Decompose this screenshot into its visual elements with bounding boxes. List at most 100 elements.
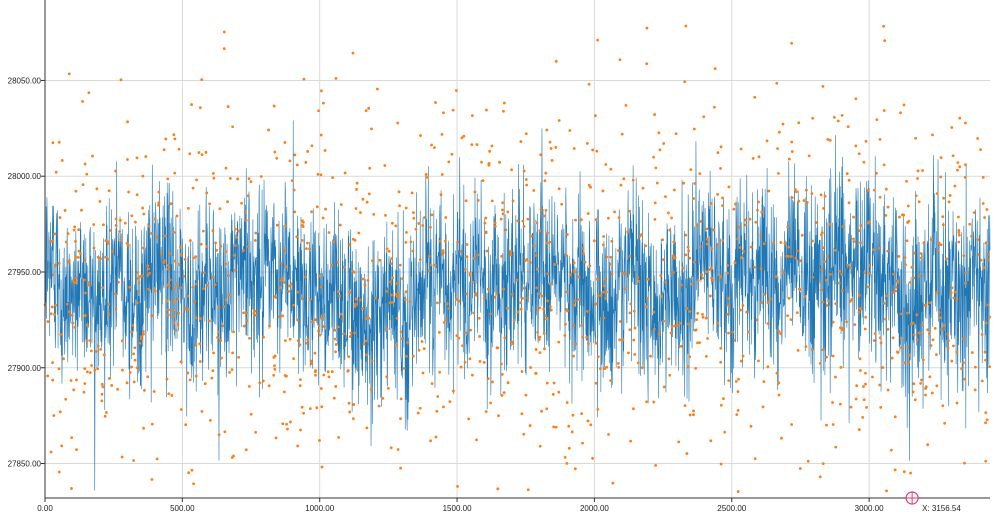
scatter-point [727,304,731,308]
x-tick-label: 2000.00 [580,504,609,513]
scatter-point [852,237,855,241]
cursor[interactable]: X: 3156.54 [905,491,961,513]
scatter-point [206,284,210,287]
scatter-point [694,367,698,370]
scatter-point [964,121,967,125]
scatter-point [304,161,308,164]
scatter-point [745,310,749,314]
scatter-point [370,127,373,131]
scatter-point [613,210,616,214]
scatter-point [719,274,723,278]
scatter-point [976,253,980,256]
scatter-point [794,256,798,260]
scatter-point [234,227,237,231]
scatter-point [749,424,753,428]
scatter-point [65,302,69,306]
scatter-point [245,319,249,322]
scatter-point [244,311,248,315]
scatter-point [436,301,439,305]
scatter-point [681,266,685,270]
scatter-point [545,128,549,132]
scatter-point [618,338,622,342]
scatter-point [369,387,373,391]
scatter-point [242,311,246,315]
scatter-point [917,200,921,204]
scatter-point [152,390,156,393]
scatter-point [219,339,223,343]
scatter-point [987,258,990,262]
scatter-point [916,169,920,173]
scatter-point [385,289,389,293]
scatter-point [603,367,607,370]
scatter-point [247,177,251,181]
scatter-point [751,156,755,160]
scatter-point [937,310,941,314]
scatter-point [202,287,205,291]
scatter-point [636,276,640,280]
scatter-point [244,448,248,452]
scatter-point [736,490,740,493]
scatter-point [487,162,491,165]
scatter-point [924,385,928,389]
scatter-point [573,467,577,471]
scatter-point [378,258,382,262]
scatter-point [882,301,886,305]
scatter-point [107,189,111,193]
scatter-point [587,183,591,187]
scatter-point [907,360,911,364]
scatter-point [987,252,990,256]
scatter-point [970,234,973,238]
scatter-point [769,297,772,301]
scatter-point [943,421,947,425]
scatter-point [114,217,118,221]
scatter-point [155,457,159,461]
scatter-point [545,381,549,385]
scatter-point [927,332,931,336]
scatter-point [87,283,90,287]
scatter-point [334,343,338,346]
scatter-point [349,331,353,335]
scatter-point [51,378,55,382]
scatter-point [150,422,154,426]
scatter-point [509,250,513,254]
scatter-point [632,338,636,342]
scatter-point [133,346,137,350]
scatter-point [538,351,542,355]
scatter-point [837,281,841,285]
scatter-point [304,247,308,251]
scatter-point [321,101,325,105]
scatter-point [668,373,672,377]
scatter-point [550,159,554,162]
scatter-point [867,271,871,275]
scatter-point [84,291,87,295]
scatter-point [100,382,104,386]
scatter-point [568,129,572,132]
scatter-point [832,115,836,119]
scatter-point [478,335,482,338]
scatter-point [296,444,300,448]
scatter-point [281,422,285,426]
scatter-point [698,341,701,344]
scatter-point [173,321,176,325]
scatter-point [695,224,699,227]
scatter-point [532,189,536,192]
scatter-point [902,470,906,474]
scatter-point [875,118,879,121]
scatter-point [609,262,612,266]
scatter-point [486,377,490,381]
scatter-point [806,459,810,463]
scatter-point [114,169,118,173]
scatter-point [491,380,494,384]
scatter-point [754,220,758,224]
scatter-point [780,436,783,440]
scatter-point [637,279,641,283]
scatter-point [685,307,689,310]
scatter-point [838,402,842,406]
scatter-point [272,373,276,377]
scatter-point [621,271,625,275]
scatter-point [224,262,227,266]
scatter-point [120,455,124,459]
scatter-point [267,384,271,388]
scatter-point [497,414,500,418]
scatter-point [833,248,837,252]
